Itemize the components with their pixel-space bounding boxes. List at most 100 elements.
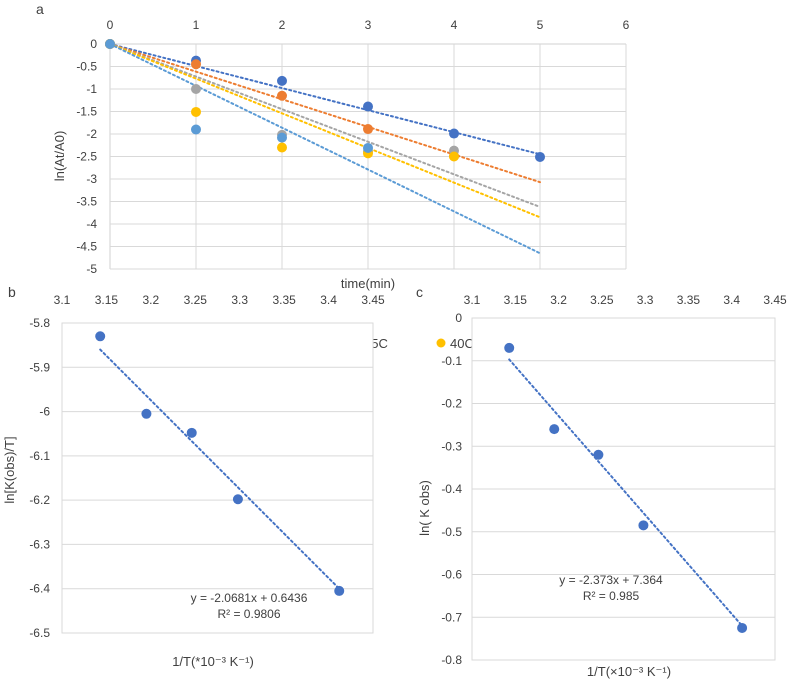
data-point bbox=[141, 408, 152, 419]
y-tick-label: -0.1 bbox=[441, 354, 462, 368]
data-point bbox=[593, 449, 604, 460]
x-tick-label: 3 bbox=[365, 18, 372, 32]
panel-a-label: a bbox=[36, 1, 44, 17]
panel-c-x-axis-label: 1/T(×10⁻³ K⁻¹) bbox=[587, 664, 671, 679]
x-tick-label: 3.45 bbox=[763, 293, 787, 307]
point-45C bbox=[363, 142, 373, 153]
legend-label: 40C bbox=[450, 336, 474, 351]
x-tick-label: 3.4 bbox=[723, 293, 740, 307]
x-tick-label: 5 bbox=[537, 18, 544, 32]
panel-b-y-tick-labels: -5.8 -5.9 -6 -6.1 -6.2 -6.3 -6.4 -6.5 bbox=[29, 316, 50, 640]
y-tick-label: -4 bbox=[86, 217, 97, 231]
panel-b: 3.1 3.15 3.2 3.25 3.3 3.35 3.4 3.45 -5.8-5.9-6-… bbox=[2, 284, 385, 669]
data-point bbox=[95, 331, 106, 342]
y-tick-label: -6.5 bbox=[29, 626, 50, 640]
panel-b-gridlines bbox=[62, 366, 373, 590]
x-tick-label: 3.15 bbox=[504, 293, 528, 307]
x-tick-label: 2 bbox=[279, 18, 286, 32]
panel-c: 3.1 3.15 3.2 3.25 3.3 3.35 3.4 3.45 0 -0.1 -0.2 -0… bbox=[416, 284, 787, 679]
panel-b-x-axis-label: 1/T(*10⁻³ K⁻¹) bbox=[172, 654, 254, 669]
trendline-40C bbox=[109, 43, 541, 219]
y-tick-label: -2.5 bbox=[76, 150, 97, 164]
panel-c-points bbox=[504, 342, 748, 633]
x-tick-label: 3.3 bbox=[637, 293, 654, 307]
trendline-20C bbox=[109, 43, 541, 156]
x-tick-label: 3.1 bbox=[464, 293, 481, 307]
y-tick-label: -0.5 bbox=[441, 525, 462, 539]
panel-b-equation: y = -2.0681x + 0.6436 bbox=[191, 591, 308, 605]
x-tick-label: 3.2 bbox=[143, 293, 160, 307]
y-tick-label: -0.5 bbox=[76, 60, 97, 74]
panel-c-equation: y = -2.373x + 7.364 bbox=[559, 573, 663, 587]
data-point bbox=[638, 520, 649, 531]
data-point bbox=[549, 424, 560, 435]
trendline-35C bbox=[109, 43, 541, 208]
panel-b-r-squared: R² = 0.9806 bbox=[217, 607, 280, 621]
x-tick-label: 6 bbox=[623, 18, 630, 32]
y-tick-label: -6.1 bbox=[29, 449, 50, 463]
x-tick-label: 1 bbox=[193, 18, 200, 32]
y-tick-label: -2 bbox=[86, 127, 97, 141]
y-tick-label: -1.5 bbox=[76, 105, 97, 119]
panel-b-x-tick-labels: 3.1 3.15 3.2 3.25 3.3 3.35 3.4 3.45 bbox=[54, 293, 385, 307]
x-tick-label: 3.4 bbox=[320, 293, 337, 307]
y-tick-label: -6.2 bbox=[29, 493, 50, 507]
x-tick-label: 3.35 bbox=[677, 293, 701, 307]
panel-a-trendlines bbox=[109, 43, 541, 255]
panel-b-plot-area bbox=[61, 322, 374, 634]
trendline-30C bbox=[109, 43, 541, 184]
x-tick-label: 3.35 bbox=[272, 293, 296, 307]
panel-c-x-tick-labels: 3.1 3.15 3.2 3.25 3.3 3.35 3.4 3.45 bbox=[464, 293, 787, 307]
panel-a-x-axis-label: time(min) bbox=[341, 276, 395, 291]
y-tick-label: 0 bbox=[90, 37, 97, 51]
panel-b-y-axis-label: ln[K(obs)/T] bbox=[2, 436, 17, 503]
trendline-45C bbox=[109, 43, 541, 255]
y-tick-label: -0.3 bbox=[441, 439, 462, 453]
x-tick-label: 3.25 bbox=[590, 293, 614, 307]
y-tick-label: -5 bbox=[86, 262, 97, 276]
y-tick-label: -3.5 bbox=[76, 195, 97, 209]
x-tick-label: 3.25 bbox=[184, 293, 208, 307]
legend-marker-40C bbox=[436, 338, 446, 348]
data-point bbox=[232, 494, 243, 505]
point-30C bbox=[191, 59, 201, 70]
x-tick-label: 4 bbox=[451, 18, 458, 32]
y-tick-label: -0.4 bbox=[441, 482, 462, 496]
point-35C bbox=[191, 84, 201, 94]
y-tick-label: -0.6 bbox=[441, 568, 462, 582]
panel-a-points bbox=[105, 39, 545, 162]
x-tick-label: 3.45 bbox=[361, 293, 385, 307]
point-30C bbox=[277, 90, 287, 101]
point-45C bbox=[191, 124, 201, 135]
data-point bbox=[737, 622, 748, 633]
panel-c-y-axis-label: ln( K obs) bbox=[417, 480, 432, 536]
y-tick-label: -6.4 bbox=[29, 582, 50, 596]
x-tick-label: 0 bbox=[107, 18, 114, 32]
panel-b-label: b bbox=[8, 284, 16, 300]
point-20C bbox=[363, 101, 373, 112]
panel-c-y-tick-labels: 0 -0.1 -0.2 -0.3 -0.4 -0.5 -0.6 -0.7 -0.8 bbox=[441, 311, 462, 667]
y-tick-label: -6 bbox=[39, 405, 50, 419]
point-40C bbox=[277, 142, 287, 153]
point-30C bbox=[363, 124, 373, 135]
panel-c-r-squared: R² = 0.985 bbox=[583, 589, 640, 603]
y-tick-label: -5.8 bbox=[29, 316, 50, 330]
panel-a-y-axis-label: ln(At/A0) bbox=[52, 131, 67, 182]
data-point bbox=[504, 342, 515, 353]
panel-c-gridlines bbox=[472, 360, 775, 618]
point-40C bbox=[449, 151, 459, 162]
x-tick-label: 3.2 bbox=[550, 293, 567, 307]
y-tick-label: -3 bbox=[86, 172, 97, 186]
x-tick-label: 3.15 bbox=[95, 293, 119, 307]
panel-c-label: c bbox=[416, 284, 423, 300]
point-20C bbox=[535, 151, 545, 162]
trendline bbox=[99, 348, 341, 590]
y-tick-label: -1 bbox=[86, 82, 97, 96]
panel-a-x-tick-labels: 0 1 2 3 4 5 6 bbox=[107, 18, 630, 32]
y-tick-label: -0.7 bbox=[441, 610, 462, 624]
panel-b-points bbox=[95, 331, 345, 596]
y-tick-label: -6.3 bbox=[29, 537, 50, 551]
point-20C bbox=[449, 128, 459, 139]
